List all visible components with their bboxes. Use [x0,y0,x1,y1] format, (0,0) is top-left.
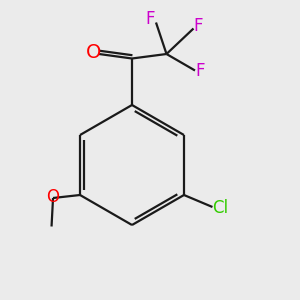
Text: O: O [86,43,101,62]
Text: F: F [195,62,205,80]
Text: F: F [194,17,203,35]
Text: Cl: Cl [212,199,228,217]
Text: F: F [146,11,155,28]
Text: O: O [46,188,59,206]
